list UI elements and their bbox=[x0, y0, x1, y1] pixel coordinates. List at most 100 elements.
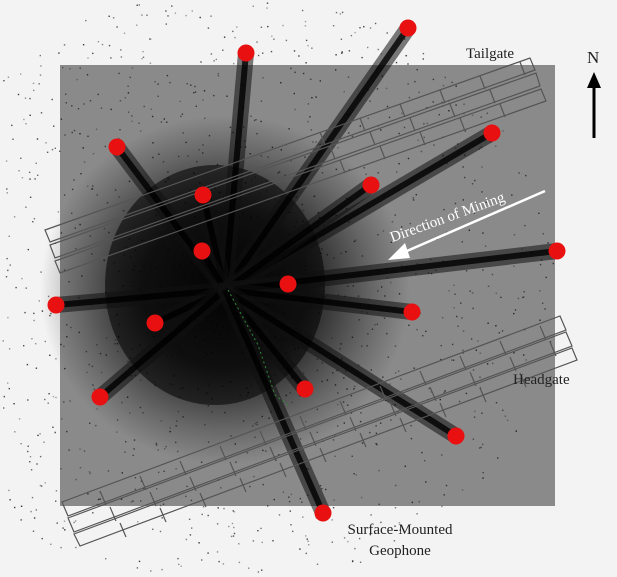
event-speck bbox=[418, 91, 420, 94]
event-speck bbox=[40, 65, 42, 67]
event-speck bbox=[52, 426, 54, 428]
geophone-marker bbox=[296, 380, 314, 398]
event-speck bbox=[412, 199, 415, 201]
direction-arrow-icon bbox=[388, 189, 546, 260]
event-speck bbox=[157, 95, 159, 97]
event-speck bbox=[523, 354, 525, 356]
event-speck bbox=[302, 516, 304, 518]
event-speck bbox=[451, 81, 453, 84]
event-speck bbox=[495, 325, 497, 327]
geophone-marker bbox=[193, 242, 211, 260]
event-speck bbox=[335, 69, 337, 71]
event-speck bbox=[304, 25, 307, 27]
event-speck bbox=[20, 519, 22, 521]
event-speck bbox=[34, 178, 36, 180]
event-speck bbox=[308, 544, 310, 546]
event-speck bbox=[294, 108, 296, 111]
event-speck bbox=[50, 543, 52, 545]
event-speck bbox=[123, 32, 126, 34]
event-speck bbox=[151, 115, 154, 118]
event-speck bbox=[462, 199, 464, 201]
event-speck bbox=[378, 503, 380, 505]
event-speck bbox=[252, 540, 255, 542]
event-speck bbox=[248, 567, 250, 569]
geophone-marker bbox=[237, 44, 255, 62]
geophone-marker bbox=[548, 242, 566, 260]
event-speck bbox=[398, 522, 401, 524]
event-speck bbox=[220, 487, 222, 489]
event-speck bbox=[146, 14, 148, 16]
event-speck bbox=[7, 382, 9, 384]
event-speck bbox=[411, 501, 414, 504]
event-speck bbox=[518, 172, 520, 174]
event-speck bbox=[432, 101, 434, 103]
event-speck bbox=[351, 135, 354, 138]
event-speck bbox=[29, 196, 32, 198]
event-speck bbox=[262, 52, 264, 54]
event-speck bbox=[282, 491, 285, 493]
event-speck bbox=[46, 151, 49, 153]
event-ray-core bbox=[223, 182, 373, 293]
event-speck bbox=[140, 130, 142, 132]
event-speck bbox=[417, 139, 419, 141]
event-speck bbox=[55, 490, 58, 492]
event-ray-core bbox=[222, 52, 249, 291]
event-speck bbox=[480, 446, 482, 449]
event-speck bbox=[193, 92, 195, 94]
event-speck bbox=[369, 533, 372, 536]
event-speck bbox=[104, 145, 106, 148]
event-speck bbox=[380, 422, 382, 424]
event-speck bbox=[469, 290, 471, 292]
event-speck bbox=[461, 489, 464, 491]
event-speck bbox=[33, 89, 35, 92]
event-speck bbox=[498, 332, 500, 334]
event-speck bbox=[162, 503, 165, 505]
event-speck bbox=[443, 208, 445, 211]
event-speck bbox=[315, 96, 317, 98]
event-speck bbox=[495, 292, 497, 294]
event-speck bbox=[305, 62, 307, 64]
event-speck bbox=[27, 248, 29, 251]
event-speck bbox=[514, 309, 517, 311]
event-speck bbox=[33, 517, 36, 519]
event-speck bbox=[249, 485, 251, 488]
event-speck bbox=[29, 114, 31, 116]
event-speck bbox=[27, 445, 29, 447]
geophone-marker bbox=[362, 176, 380, 194]
event-speck bbox=[160, 121, 163, 123]
event-speck bbox=[185, 538, 188, 541]
event-speck bbox=[60, 118, 63, 120]
event-speck bbox=[136, 567, 139, 569]
event-speck bbox=[62, 66, 64, 69]
event-speck bbox=[166, 121, 168, 123]
event-speck bbox=[358, 537, 361, 540]
event-speck bbox=[539, 263, 542, 266]
event-speck bbox=[64, 529, 66, 531]
event-speck bbox=[149, 38, 151, 40]
event-speck bbox=[33, 319, 35, 322]
event-speck bbox=[307, 44, 309, 47]
event-speck bbox=[448, 290, 450, 292]
event-speck bbox=[394, 214, 396, 216]
event-speck bbox=[238, 543, 240, 545]
event-speck bbox=[210, 15, 212, 17]
event-speck bbox=[213, 94, 215, 97]
event-speck bbox=[440, 344, 442, 347]
event-speck bbox=[420, 150, 423, 153]
event-speck bbox=[290, 493, 292, 496]
event-speck bbox=[298, 55, 300, 57]
event-speck bbox=[475, 349, 477, 351]
event-speck bbox=[474, 179, 476, 182]
event-speck bbox=[44, 340, 46, 343]
event-speck bbox=[38, 300, 40, 302]
event-speck bbox=[407, 83, 409, 85]
event-speck bbox=[517, 297, 520, 300]
event-speck bbox=[51, 98, 53, 101]
event-speck bbox=[59, 150, 61, 152]
event-speck bbox=[194, 85, 196, 88]
event-speck bbox=[454, 202, 457, 205]
event-speck bbox=[39, 455, 42, 458]
event-speck bbox=[482, 443, 484, 446]
event-speck bbox=[118, 137, 120, 140]
headgate-entries bbox=[61, 315, 578, 547]
